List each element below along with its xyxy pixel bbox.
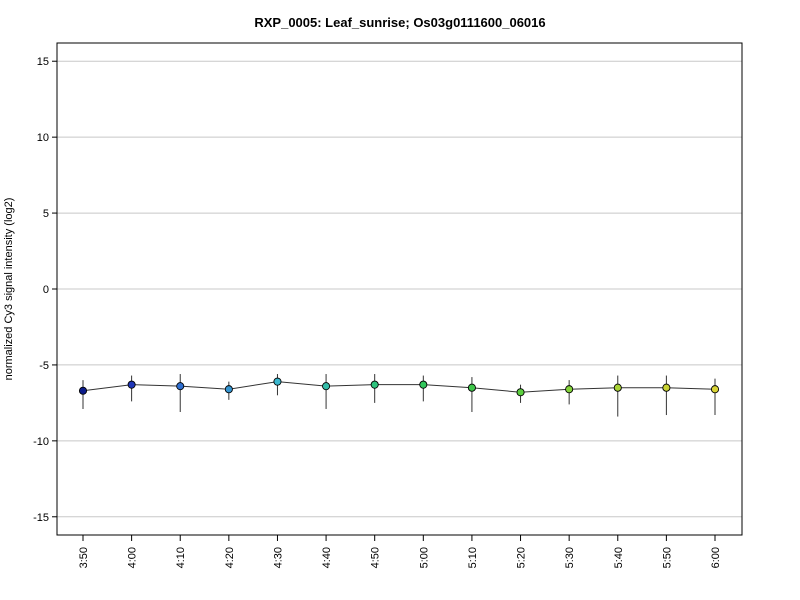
y-tick-label: 15 bbox=[37, 56, 49, 68]
x-tick-label: 5:10 bbox=[467, 547, 479, 568]
data-point bbox=[224, 385, 233, 394]
x-tick-label: 5:40 bbox=[613, 547, 625, 568]
data-point bbox=[710, 385, 720, 394]
series-layer bbox=[78, 374, 720, 417]
data-point bbox=[176, 382, 185, 391]
x-tick-label: 5:00 bbox=[418, 547, 430, 568]
x-tick-label: 4:10 bbox=[175, 547, 187, 568]
data-point bbox=[78, 386, 88, 395]
data-point bbox=[613, 383, 622, 392]
data-point bbox=[662, 383, 671, 392]
data-point bbox=[322, 382, 331, 391]
y-tick-label: 0 bbox=[43, 284, 49, 296]
data-point bbox=[516, 388, 525, 397]
x-tick-label: 4:30 bbox=[272, 547, 284, 568]
chart-title: RXP_0005: Leaf_sunrise; Os03g0111600_060… bbox=[254, 15, 545, 30]
data-point bbox=[127, 380, 136, 389]
grid-lines bbox=[57, 60, 742, 518]
x-axis: 3:50 4:00 4:10 4:20 4:30 4:40 4:50 5:00 5:10 5:20… bbox=[78, 535, 722, 568]
x-tick-label: 3:50 bbox=[78, 547, 90, 568]
y-tick-label: 10 bbox=[37, 132, 49, 144]
x-tick-label: 4:20 bbox=[224, 547, 236, 568]
y-tick-label: -15 bbox=[33, 512, 49, 524]
data-point bbox=[419, 380, 428, 389]
y-tick-label: 5 bbox=[43, 208, 49, 220]
y-axis-label: normalized Cy3 signal intensity (log2) bbox=[3, 198, 15, 381]
x-tick-label: 4:00 bbox=[127, 547, 139, 568]
data-point bbox=[273, 377, 282, 386]
x-tick-label: 5:20 bbox=[516, 547, 528, 568]
x-tick-label: 5:50 bbox=[661, 547, 673, 568]
y-axis: -15 -10 -5 0 5 10 15 bbox=[33, 56, 57, 524]
x-tick-label: 4:40 bbox=[321, 547, 333, 568]
y-tick-label: -5 bbox=[39, 360, 49, 372]
x-tick-label: 4:50 bbox=[370, 547, 382, 568]
y-tick-label: -10 bbox=[33, 436, 49, 448]
data-point bbox=[370, 380, 379, 389]
data-point bbox=[467, 383, 476, 392]
x-tick-label: 5:30 bbox=[564, 547, 576, 568]
x-tick-label: 6:00 bbox=[710, 547, 722, 568]
data-point bbox=[565, 385, 574, 394]
series-line bbox=[82, 381, 716, 393]
